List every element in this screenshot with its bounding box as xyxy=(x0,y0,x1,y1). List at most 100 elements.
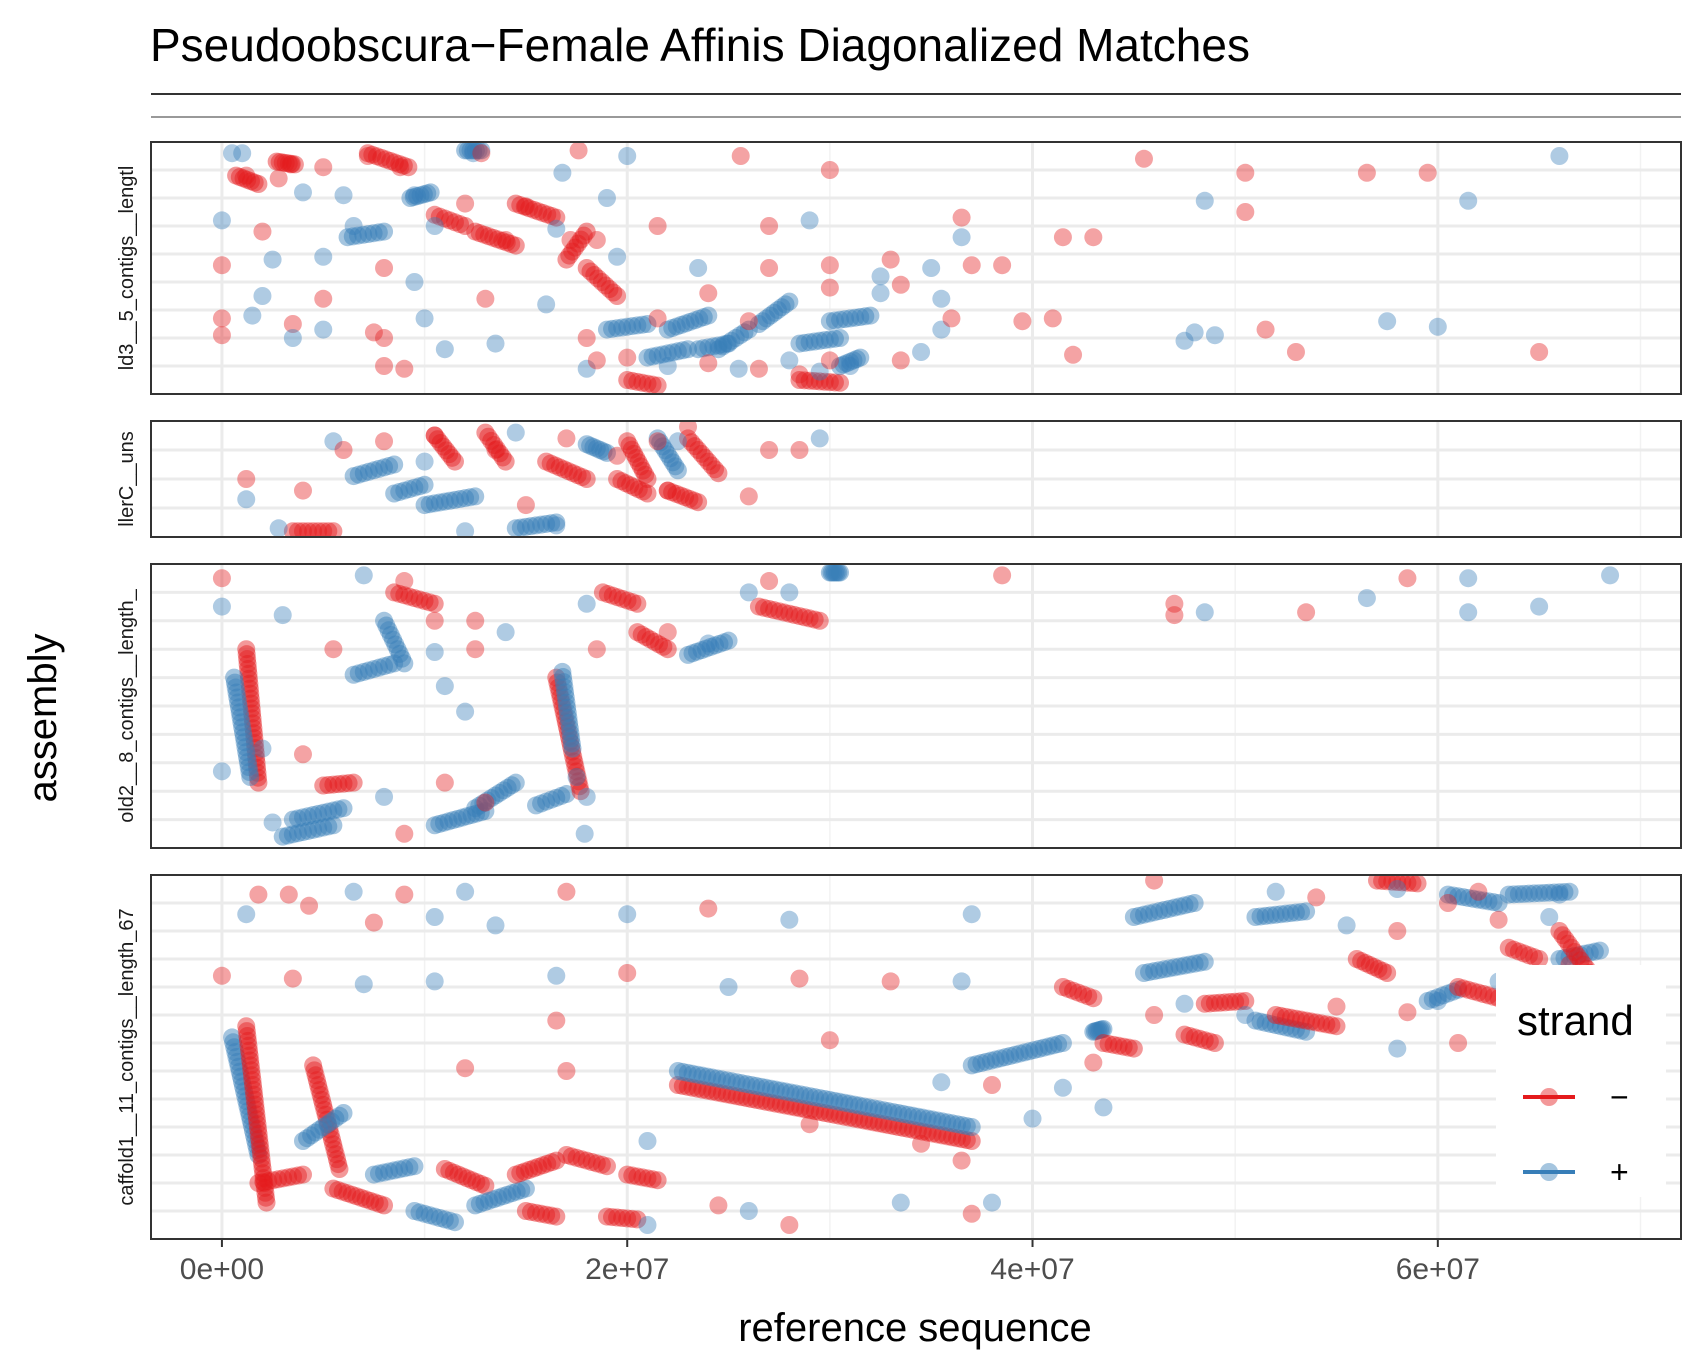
match-point-plus xyxy=(1185,323,1204,342)
match-point-minus xyxy=(435,1160,454,1178)
match-point-plus xyxy=(1550,147,1569,165)
match-point-minus xyxy=(587,231,606,249)
match-point-minus xyxy=(685,437,704,456)
match-point-plus xyxy=(1010,1044,1029,1063)
match-point-minus xyxy=(648,217,667,235)
match-point-minus xyxy=(293,481,312,500)
match-point-minus xyxy=(329,1155,348,1174)
match-point-plus xyxy=(557,693,576,712)
match-point-minus xyxy=(466,640,485,659)
match-point-plus xyxy=(638,1216,657,1234)
match-point-minus xyxy=(577,470,596,488)
match-point-minus xyxy=(712,1084,731,1103)
match-point-plus xyxy=(445,1213,464,1232)
match-point-minus xyxy=(255,1174,274,1192)
match-point-minus xyxy=(567,762,586,781)
match-point-plus xyxy=(1160,959,1179,978)
match-point-minus xyxy=(608,470,627,488)
match-point-minus xyxy=(314,776,333,795)
match-point-plus xyxy=(584,438,603,457)
match-point-plus xyxy=(554,668,573,687)
match-point-minus xyxy=(1438,894,1457,912)
match-point-plus xyxy=(227,1048,246,1066)
match-point-plus xyxy=(699,338,718,357)
match-point-minus xyxy=(314,289,333,308)
match-point-minus xyxy=(279,154,298,173)
match-point-plus xyxy=(453,808,472,827)
match-point-minus xyxy=(254,1164,273,1183)
match-point-plus xyxy=(471,803,490,822)
match-point-plus xyxy=(962,1118,981,1136)
match-point-plus xyxy=(1281,904,1300,923)
match-point-plus xyxy=(1418,992,1437,1010)
match-point-minus xyxy=(547,1207,566,1226)
match-point-minus xyxy=(1550,922,1569,940)
match-point-minus xyxy=(805,372,824,391)
match-point-minus xyxy=(663,483,682,502)
match-point-plus xyxy=(400,1158,419,1177)
match-point-plus xyxy=(278,826,297,845)
match-point-plus xyxy=(445,490,464,509)
match-point-plus xyxy=(456,522,475,537)
match-point-plus xyxy=(466,1196,485,1215)
match-point-plus xyxy=(364,1165,383,1184)
match-point-plus xyxy=(359,462,378,481)
match-point-minus xyxy=(324,1135,343,1154)
match-point-plus xyxy=(727,1073,746,1092)
match-point-plus xyxy=(981,1051,1000,1070)
match-point-minus xyxy=(237,1022,256,1041)
match-point-plus xyxy=(1297,1022,1316,1041)
match-point-plus xyxy=(547,516,566,535)
match-point-minus xyxy=(928,1125,947,1144)
match-point-minus xyxy=(449,1165,468,1184)
match-point-minus xyxy=(561,231,580,249)
match-point-plus xyxy=(359,225,378,243)
match-point-minus xyxy=(285,155,304,174)
match-point-minus xyxy=(1190,1029,1209,1048)
match-point-plus xyxy=(388,640,407,659)
match-point-plus xyxy=(225,673,244,692)
match-point-minus xyxy=(658,640,677,659)
match-point-plus xyxy=(238,748,257,767)
match-point-plus xyxy=(820,564,839,582)
match-point-plus xyxy=(230,703,249,722)
match-point-plus xyxy=(845,1095,864,1114)
match-point-plus xyxy=(344,467,363,486)
match-point-plus xyxy=(430,1209,449,1227)
match-point-minus xyxy=(317,1110,336,1129)
match-point-minus xyxy=(251,1139,270,1158)
match-point-plus xyxy=(476,802,495,821)
match-point-plus xyxy=(227,683,246,702)
match-point-plus xyxy=(567,768,586,786)
match-point-plus xyxy=(558,703,577,722)
match-point-plus xyxy=(375,458,394,477)
match-point-plus xyxy=(493,1187,512,1206)
match-point-plus xyxy=(375,611,394,630)
match-point-minus xyxy=(555,708,574,727)
match-point-minus xyxy=(908,1121,927,1140)
match-point-plus xyxy=(871,284,890,303)
match-point-plus xyxy=(991,1049,1010,1068)
match-point-plus xyxy=(825,1091,844,1110)
match-point-plus xyxy=(575,824,594,843)
match-point-minus xyxy=(390,584,409,603)
match-point-minus xyxy=(311,1086,330,1104)
match-point-plus xyxy=(225,668,244,687)
match-point-minus xyxy=(801,1101,820,1120)
match-point-plus xyxy=(314,247,333,266)
match-point-minus xyxy=(933,1126,952,1145)
match-point-plus xyxy=(385,455,404,474)
match-point-plus xyxy=(967,1055,986,1074)
match-point-minus xyxy=(493,448,512,467)
match-point-plus xyxy=(558,698,577,717)
match-point-minus xyxy=(241,1056,260,1075)
match-point-plus xyxy=(343,227,362,246)
match-point-minus xyxy=(344,773,363,792)
match-point-plus xyxy=(618,317,637,336)
match-point-minus xyxy=(425,426,444,445)
match-point-minus xyxy=(820,1031,839,1050)
match-point-minus xyxy=(628,623,647,642)
match-point-minus xyxy=(1525,948,1544,967)
match-point-plus xyxy=(1094,1098,1113,1117)
match-point-minus xyxy=(253,222,272,241)
